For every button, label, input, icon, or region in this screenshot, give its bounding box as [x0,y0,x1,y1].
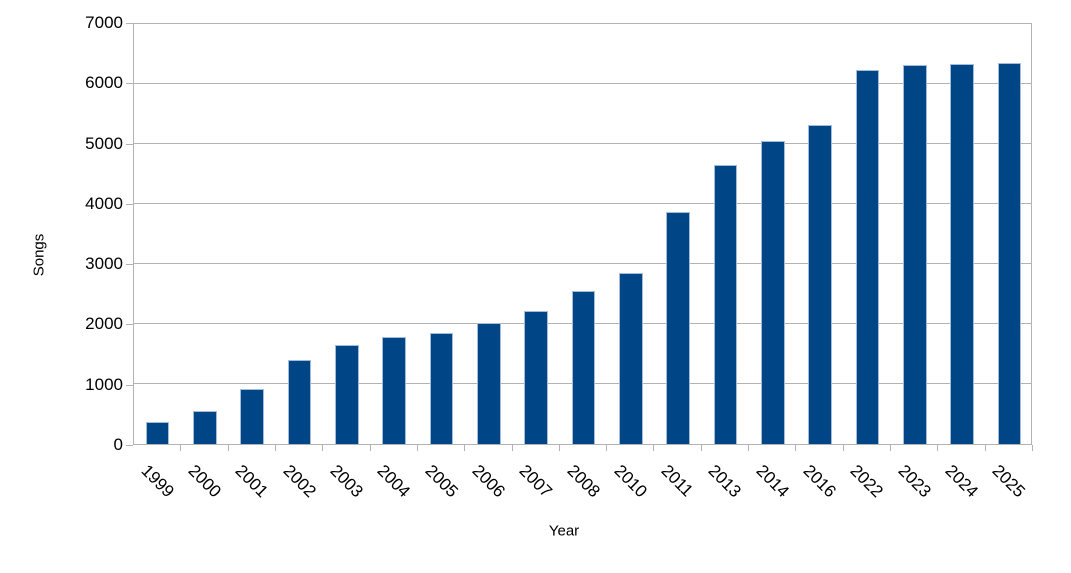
gridline [134,263,1031,264]
x-axis-tick [1032,445,1033,451]
y-tick-label: 1000 [85,375,123,394]
bar-2001 [240,389,265,444]
x-axis-tick [890,445,891,451]
bar-2005 [429,333,454,444]
bar-2003 [335,344,359,444]
bar-2022 [855,70,880,444]
y-tick-label: 7000 [85,13,123,32]
y-axis-tick [126,445,133,446]
y-axis-tick [126,23,133,24]
x-axis-tick [843,445,844,451]
bar-2025 [997,63,1022,444]
gridline [134,203,1031,204]
gridline [134,83,1031,84]
bar-2000 [193,410,217,444]
y-axis-tick [126,144,133,145]
gridline [134,143,1031,144]
x-axis-tick [417,445,418,451]
x-tick-label-2025: 2025 [988,461,1029,502]
y-axis-tick [126,83,133,84]
plot-area [133,23,1032,445]
bar-2010 [618,272,643,444]
x-axis-tick [937,445,938,451]
x-tick-label-2014: 2014 [752,461,793,502]
bar-2016 [808,125,832,444]
x-tick-label-2010: 2010 [610,461,651,502]
x-tick-label-2005: 2005 [421,461,462,502]
x-axis-title: Year [548,522,580,540]
x-tick-label-2001: 2001 [231,461,272,502]
y-tick-label: 2000 [85,314,123,333]
y-tick-label: 3000 [85,254,123,273]
x-tick-label-2002: 2002 [279,461,320,502]
bar-2023 [902,64,927,444]
x-tick-label-2023: 2023 [894,461,935,502]
bar-2004 [382,337,407,444]
x-tick-label-2022: 2022 [846,461,887,502]
x-tick-label-2006: 2006 [468,461,509,502]
y-tick-label: 5000 [85,134,123,153]
bar-2006 [477,323,501,444]
bar-2014 [760,140,785,444]
bar-2002 [287,360,312,444]
y-tick-label: 4000 [85,194,123,213]
bar-2024 [950,64,974,444]
x-tick-label-2024: 2024 [941,461,982,502]
x-axis-tick [559,445,560,451]
x-axis-tick [180,445,181,451]
x-tick-label-2008: 2008 [563,461,604,502]
x-axis-tick [606,445,607,451]
x-axis-tick [748,445,749,451]
x-axis-tick [653,445,654,451]
x-tick-label-2003: 2003 [326,461,367,502]
x-axis-tick [322,445,323,451]
x-tick-label-2000: 2000 [184,461,225,502]
y-axis-tick [126,204,133,205]
y-tick-label: 0 [113,435,123,454]
y-axis-tick [126,324,133,325]
bar-2013 [713,164,738,444]
bar-2011 [666,211,690,444]
x-axis-tick [275,445,276,451]
y-axis-tick [126,385,133,386]
x-tick-label-2007: 2007 [515,461,556,502]
y-axis-tick [126,264,133,265]
x-axis-tick [985,445,986,451]
x-axis-tick [370,445,371,451]
x-axis-tick [512,445,513,451]
bar-2007 [524,311,548,444]
x-tick-label-2016: 2016 [799,461,840,502]
x-tick-label-1999: 1999 [137,461,178,502]
x-tick-label-2013: 2013 [704,461,745,502]
x-axis-tick [795,445,796,451]
bar-2008 [571,290,596,444]
x-tick-label-2011: 2011 [657,461,697,501]
y-tick-label: 6000 [85,73,123,92]
x-axis-tick [701,445,702,451]
x-axis-tick [228,445,229,451]
x-tick-label-2004: 2004 [373,461,414,502]
x-axis-tick [464,445,465,451]
bar-1999 [145,422,170,444]
